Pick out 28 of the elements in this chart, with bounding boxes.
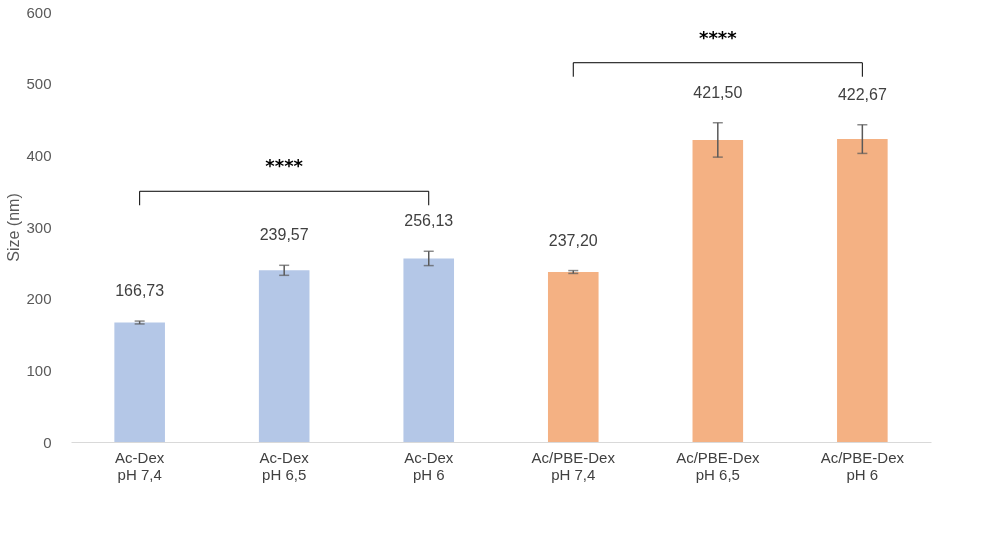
x-tick-label: Ac-Dex pH 6 — [404, 448, 454, 483]
x-tick-label: Ac-Dex pH 6,5 — [259, 448, 310, 483]
bar — [403, 258, 455, 442]
bar — [692, 139, 744, 442]
y-tick-label: 200 — [26, 290, 52, 308]
x-tick-label: Ac/PBE-Dex pH 7,4 — [531, 448, 616, 483]
y-tick-label: 400 — [26, 146, 52, 164]
bar — [837, 139, 888, 442]
y-tick-label: 500 — [26, 75, 52, 93]
data-label: 166,73 — [115, 282, 165, 300]
x-tick-label: Ac-Dex pH 7,4 — [115, 448, 165, 483]
y-axis-title: Size (nm) — [5, 193, 23, 262]
bar — [547, 272, 599, 442]
y-tick-label: 0 — [43, 433, 52, 451]
data-label: 239,57 — [259, 226, 309, 244]
data-label: 422,67 — [837, 85, 887, 103]
bar — [114, 322, 165, 442]
y-tick-label: 600 — [26, 3, 52, 21]
annotation: **** — [265, 155, 304, 177]
y-tick-label: 300 — [26, 218, 52, 236]
data-label: 421,50 — [693, 83, 743, 101]
data-label: 237,20 — [548, 231, 598, 249]
data-label: 256,13 — [404, 212, 454, 230]
x-tick-label: Ac/PBE-Dex pH 6,5 — [676, 448, 760, 483]
x-tick-label: Ac/PBE-Dex pH 6 — [820, 448, 905, 483]
y-tick-label: 100 — [26, 361, 52, 379]
annotation: **** — [698, 26, 738, 48]
bar — [258, 270, 310, 442]
